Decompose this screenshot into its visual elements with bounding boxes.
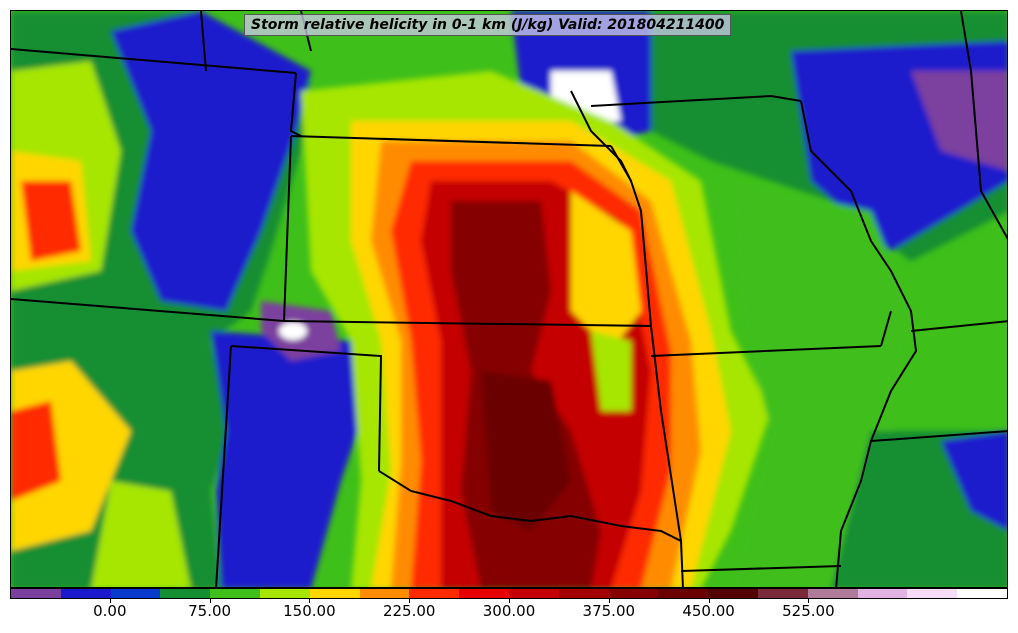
colorbar-tick-label: 525.00 xyxy=(782,602,835,620)
map-title: Storm relative helicity in 0-1 km (J/kg)… xyxy=(244,14,732,36)
helicity-field xyxy=(11,11,1007,587)
colorbar-swatch xyxy=(259,589,310,598)
colorbar-swatch xyxy=(658,589,709,598)
colorbar-swatch xyxy=(807,589,858,598)
colorbar-swatch xyxy=(608,589,659,598)
colorbar-swatch xyxy=(957,589,1007,598)
border-co-nm xyxy=(11,298,285,322)
colorbar-swatch xyxy=(459,589,509,598)
colorbar-swatch xyxy=(409,589,460,598)
border-ok-tx-redriver xyxy=(378,470,682,542)
colorbar-tick-label: 450.00 xyxy=(682,602,735,620)
border-tn-ar xyxy=(880,310,892,347)
border-mo-ar xyxy=(650,345,882,357)
colorbar-swatch xyxy=(210,589,260,598)
helicity-map xyxy=(10,10,1008,588)
border-ks-ok xyxy=(283,320,652,327)
colorbar-swatch xyxy=(907,589,958,598)
colorbar-tick xyxy=(808,599,810,603)
colorbar-tick xyxy=(708,599,710,603)
border-ky-tn xyxy=(910,320,1007,332)
colorbar-swatch xyxy=(558,589,609,598)
border-ok-panhandle xyxy=(230,345,383,472)
colorbar-tick-label: 75.00 xyxy=(188,602,232,620)
colorbar-swatch xyxy=(11,589,61,598)
colorbar-swatch xyxy=(708,589,758,598)
border-ok-ar xyxy=(650,325,684,587)
colorbar-swatch xyxy=(60,589,111,598)
colorbar-tick xyxy=(309,599,311,603)
colorbar-tick-label: 375.00 xyxy=(582,602,636,620)
colorbar-tick-label: 150.00 xyxy=(283,602,336,620)
colorbar-tick xyxy=(109,599,111,603)
border-ms-al xyxy=(870,430,1007,442)
colorbar-tick xyxy=(509,599,510,603)
colorbar-tick-label: 300.00 xyxy=(482,602,536,620)
colorbar-tick-label: 225.00 xyxy=(382,602,436,620)
colorbar-swatch xyxy=(757,589,808,598)
colorbar-tick xyxy=(608,599,610,603)
colorbar-swatch xyxy=(359,589,410,598)
border-sd-ne xyxy=(200,11,207,72)
colorbar-labels: 0.00 75.00 150.00 225.00 300.00 375.00 450.00 5… xyxy=(10,602,1008,624)
border-wy-co xyxy=(11,48,297,74)
colorbar-swatch xyxy=(160,589,211,598)
border-ne-ks xyxy=(290,135,612,147)
colorbar-swatch xyxy=(857,589,908,598)
colorbar-swatch xyxy=(110,589,161,598)
border-nm-tx xyxy=(215,345,232,587)
border-co-ne xyxy=(289,72,302,137)
state-boundaries xyxy=(11,11,1007,587)
colorbar-tick-label: 0.00 xyxy=(93,602,127,620)
border-ks-mo xyxy=(610,145,652,327)
border-missouri-river xyxy=(570,90,632,182)
border-co-ks xyxy=(283,135,292,322)
colorbar-swatch xyxy=(508,589,559,598)
colorbar-tick xyxy=(209,599,211,603)
border-ia-mo xyxy=(590,94,802,107)
colorbar-tick xyxy=(409,599,411,603)
border-ar-la xyxy=(680,565,842,572)
colorbar-ticks xyxy=(10,599,1008,607)
colorbar xyxy=(10,588,1008,599)
colorbar-swatch xyxy=(309,589,360,598)
border-il-in xyxy=(960,11,1007,240)
